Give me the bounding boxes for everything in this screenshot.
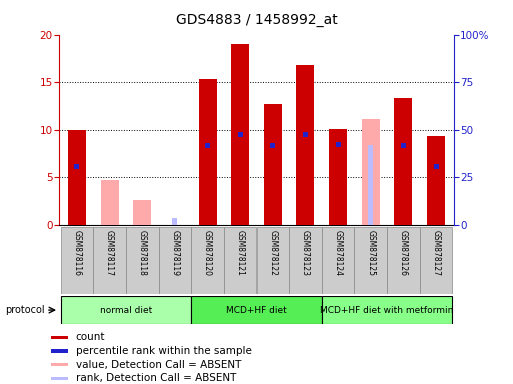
Bar [126,227,159,294]
Bar [264,104,282,225]
Bar [354,227,387,294]
Text: normal diet: normal diet [100,306,152,314]
Text: protocol: protocol [5,305,45,315]
Text: MCD+HF diet: MCD+HF diet [226,306,287,314]
Text: GSM878123: GSM878123 [301,230,310,276]
Bar [159,227,191,294]
Bar [336,142,341,147]
Bar [401,143,406,148]
Text: GSM878121: GSM878121 [235,230,245,276]
Bar [172,218,177,225]
Bar [224,227,256,294]
Bar [61,227,93,294]
Text: GSM878120: GSM878120 [203,230,212,276]
Bar [74,164,80,169]
Bar [289,227,322,294]
Bar [101,180,119,225]
Text: count: count [75,333,105,343]
Text: GSM878119: GSM878119 [170,230,180,276]
Bar [51,336,68,339]
Text: GSM878116: GSM878116 [72,230,82,276]
Bar [51,377,68,380]
Bar [68,130,86,225]
Bar [297,65,314,225]
Bar [199,79,216,225]
Bar [133,200,151,225]
Bar [427,136,445,225]
Bar [51,363,68,366]
Bar [303,132,308,137]
Bar [322,296,452,324]
Bar [329,129,347,225]
Text: GSM878126: GSM878126 [399,230,408,276]
Text: GSM878125: GSM878125 [366,230,375,276]
Text: GSM878118: GSM878118 [138,230,147,276]
Text: percentile rank within the sample: percentile rank within the sample [75,346,251,356]
Text: GDS4883 / 1458992_at: GDS4883 / 1458992_at [175,13,338,27]
Bar [368,145,373,225]
Bar [93,227,126,294]
Bar [231,44,249,225]
Bar [191,296,322,324]
Bar [322,227,354,294]
Bar [387,227,420,294]
Bar [256,227,289,294]
Bar [191,227,224,294]
Text: GSM878124: GSM878124 [333,230,343,276]
Bar [205,143,210,148]
Text: MCD+HF diet with metformin: MCD+HF diet with metformin [321,306,454,314]
Bar [420,227,452,294]
Text: GSM878127: GSM878127 [431,230,441,276]
Bar [61,296,191,324]
Text: GSM878122: GSM878122 [268,230,278,276]
Bar [362,119,380,225]
Bar [51,349,68,353]
Bar [270,143,275,148]
Bar [238,132,243,137]
Text: GSM878117: GSM878117 [105,230,114,276]
Text: rank, Detection Call = ABSENT: rank, Detection Call = ABSENT [75,373,236,383]
Bar [394,98,412,225]
Bar [433,164,439,169]
Text: value, Detection Call = ABSENT: value, Detection Call = ABSENT [75,360,241,370]
